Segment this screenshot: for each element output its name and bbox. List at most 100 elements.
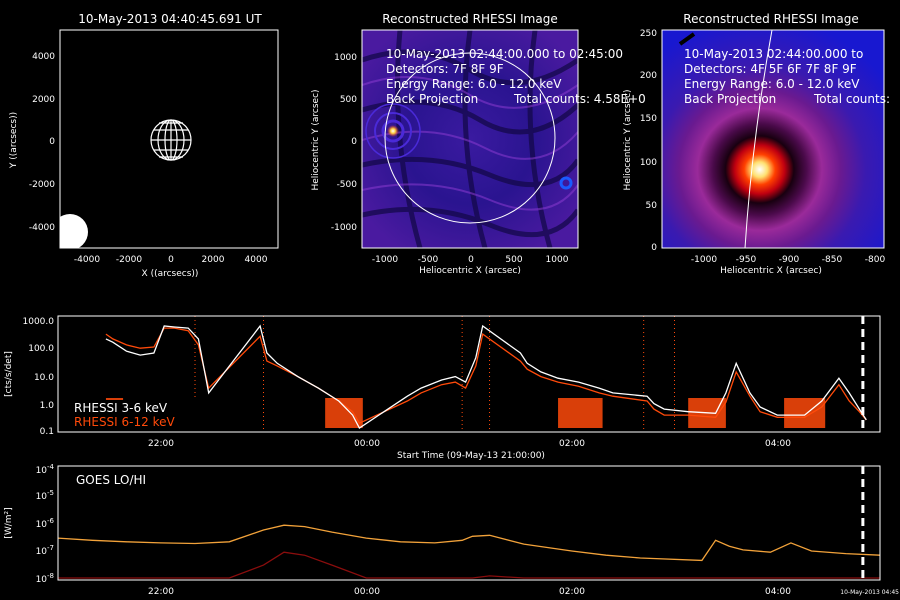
series-line-goes-lo — [57, 524, 881, 562]
tick-label: 04:00 — [765, 587, 791, 597]
tick-base: 10 — [36, 520, 48, 530]
tick-exponent: -7 — [47, 544, 54, 552]
solar-limb — [384, 52, 556, 224]
full-annotation: 10-May-2013 02:44:00.000 to 02:45:00 Det… — [386, 47, 646, 106]
panel-zoom-image: Reconstructed RHESSI Image 10-May-2013 0… — [623, 12, 890, 276]
lightcurve-x-label: Start Time (09-May-13 21:00:00) — [397, 451, 545, 461]
orbit-x-ticks: -4000 -2000 0 2000 4000 — [74, 255, 268, 265]
tick-label: 200 — [640, 71, 657, 81]
tick-base: 10 — [36, 492, 48, 502]
tick-label: 10-4 — [36, 463, 55, 476]
tick-label: 1000.0 — [23, 317, 55, 327]
orbit-axes — [59, 29, 279, 249]
panel-orbit: 10-May-2013 04:40:45.691 UT -4000 -2000 … — [9, 12, 279, 279]
annotation-line: Back Projection — [684, 92, 776, 106]
tick-label: 500 — [505, 255, 522, 265]
tick-exponent: -6 — [47, 517, 55, 525]
tick-label: 500 — [340, 95, 357, 105]
goes-y-ticks: 10-4 10-5 10-6 10-7 10-8 — [36, 463, 55, 585]
goes-x-ticks: 22:00 00:00 02:00 04:00 — [148, 587, 791, 597]
series-line-goes-hi — [58, 551, 880, 579]
tick-label: -900 — [779, 255, 800, 265]
earth-shadow — [60, 214, 88, 248]
tick-label: 0 — [49, 137, 55, 147]
tick-label: 22:00 — [148, 439, 174, 449]
tick-label: 100 — [640, 158, 657, 168]
tick-label: 0.1 — [40, 427, 54, 437]
tick-exponent: -5 — [47, 489, 54, 497]
zoom-annotation: 10-May-2013 02:44:00.000 to Detectors: 4… — [684, 47, 890, 106]
tick-label: 10-8 — [36, 572, 54, 585]
tick-label: 10-7 — [36, 544, 54, 557]
tick-label: 50 — [646, 201, 658, 211]
zoom-image — [662, 30, 884, 248]
tick-label: -2000 — [116, 255, 142, 265]
zoom-title: Reconstructed RHESSI Image — [683, 12, 858, 26]
annotation-line: Total counts: 4.58E+0 — [513, 92, 646, 106]
tick-base: 10 — [36, 466, 48, 476]
legend-3-6kev: RHESSI 3-6 keV — [74, 401, 168, 415]
goes-axes — [57, 465, 881, 581]
tick-label: 150 — [640, 114, 657, 124]
tick-label: 02:00 — [559, 587, 585, 597]
full-y-label: Heliocentric Y (arcsec) — [311, 89, 321, 190]
annotation-line: 10-May-2013 02:44:00.000 to — [684, 47, 863, 61]
solar-limb — [744, 30, 773, 248]
tick-label: 1000 — [334, 53, 357, 63]
tick-label: -1000 — [331, 223, 357, 233]
tick-label: 2000 — [202, 255, 225, 265]
full-axes — [361, 29, 579, 249]
flare-source — [387, 125, 399, 137]
tick-label: -500 — [418, 255, 439, 265]
full-x-ticks: -1000 -500 0 500 1000 — [372, 255, 569, 265]
tick-label: 10.0 — [34, 373, 54, 383]
annotation-line: Energy Range: 6.0 - 12.0 keV — [386, 77, 562, 91]
tick-label: 1000 — [546, 255, 569, 265]
lightcurve-y-label: [cts/s/det] — [4, 351, 14, 397]
zoom-y-label: Heliocentric Y (arcsec) — [623, 89, 633, 190]
zoom-y-ticks: 250 200 150 100 50 0 — [640, 29, 657, 253]
tick-label: 4000 — [245, 255, 268, 265]
full-x-label: Heliocentric X (arcsec) — [419, 266, 521, 276]
goes-timestamp: 10-May-2013 04:45 — [840, 589, 899, 596]
tick-label: 2000 — [32, 95, 55, 105]
attenuator-block — [558, 398, 603, 428]
annotation-line: Energy Range: 6.0 - 12.0 keV — [684, 77, 860, 91]
tick-label: 250 — [640, 29, 657, 39]
series-line-rhessi-3-6-kev — [105, 327, 867, 425]
tick-exponent: -4 — [47, 463, 55, 471]
tick-label: 1.0 — [40, 401, 55, 411]
tick-label: -950 — [736, 255, 757, 265]
annotation-line: Detectors: 4F 5F 6F 7F 8F 9F — [684, 62, 857, 76]
tick-label: -4000 — [29, 223, 55, 233]
orbit-x-label: X ((arcsecs)) — [142, 269, 199, 279]
panel-goes: GOES LO/HI 10-4 10-5 10-6 10-7 10-8 22:0… — [4, 463, 899, 597]
series-line-rhessi-6-12-kev — [105, 324, 867, 429]
goes-y-label: [W/m²] — [4, 507, 14, 538]
tick-label: 0 — [651, 243, 657, 253]
lightcurve-marks — [105, 316, 867, 432]
goes-label: GOES LO/HI — [76, 473, 146, 487]
zoom-axes — [661, 29, 885, 249]
full-image — [362, 30, 578, 248]
tick-label: 10-5 — [36, 489, 54, 502]
tick-label: -2000 — [29, 180, 55, 190]
lightcurve-axes — [57, 315, 881, 433]
annotation-line: 10-May-2013 02:44:00.000 to 02:45:00 — [386, 47, 623, 61]
tick-label: 100.0 — [28, 344, 54, 354]
lightcurve-legend: RHESSI 3-6 keV RHESSI 6-12 keV — [68, 400, 198, 430]
annotation-line: Total counts: — [813, 92, 890, 106]
tick-label: 02:00 — [559, 439, 585, 449]
tick-label: -850 — [822, 255, 843, 265]
tick-label: -500 — [337, 180, 358, 190]
tick-label: 04:00 — [765, 439, 791, 449]
tick-label: -4000 — [74, 255, 100, 265]
tick-label: -1000 — [372, 255, 398, 265]
tick-label: 0 — [468, 255, 474, 265]
tick-label: 4000 — [32, 52, 55, 62]
legend-6-12kev: RHESSI 6-12 keV — [74, 415, 175, 429]
tick-base: 10 — [36, 547, 48, 557]
annotation-line: Back Projection — [386, 92, 478, 106]
orbit-y-label: Y ((arcsecs)) — [9, 112, 19, 169]
